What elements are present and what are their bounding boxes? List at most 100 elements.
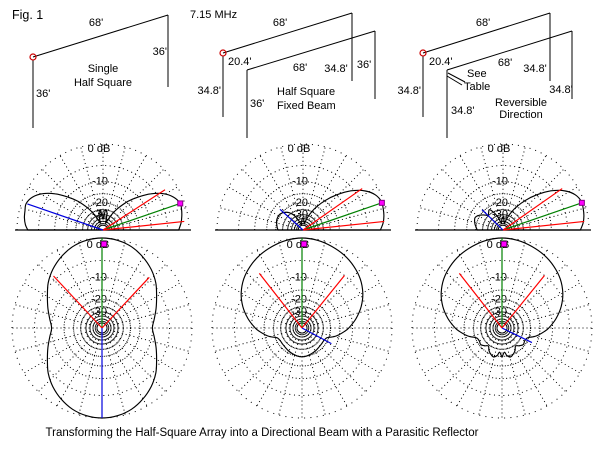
grid-spoke: [259, 155, 302, 227]
elevation-plot-single: 0 dB-10-20-30: [15, 143, 191, 231]
grid-ring: [463, 289, 541, 367]
radiation-pattern: [240, 237, 364, 358]
diagram-title: Direction: [499, 109, 542, 121]
max-cursor-line: [302, 202, 383, 231]
grid-spoke: [106, 328, 190, 352]
secondary-cursor-line: [481, 209, 504, 231]
grid-spoke: [80, 146, 103, 226]
secondary-cursor-line: [27, 203, 104, 231]
scale-zero-label: 0 dB: [488, 143, 511, 155]
scale-ring-label: -30: [292, 209, 308, 221]
figure-caption: Transforming the Half-Square Array into …: [45, 427, 479, 439]
grid-spoke: [456, 331, 501, 407]
diagram-title: Single: [88, 63, 119, 75]
grid-spoke: [59, 155, 102, 227]
grid-spoke: [506, 328, 590, 352]
front-top-wire: [422, 12, 551, 54]
grid-spoke: [504, 264, 566, 326]
grid-ring: [11, 237, 193, 419]
grid-spoke: [241, 168, 301, 228]
dimension-label: 68': [273, 17, 287, 29]
cursor-marker-icon: [301, 241, 307, 247]
elevation-plot-fixed-beam: 0 dB -10 -20-30: [215, 143, 391, 231]
beam-cursor-line: [102, 220, 185, 231]
scale-ring-label: -20: [291, 294, 307, 306]
grid-spoke: [103, 146, 126, 226]
grid-spoke: [214, 304, 298, 328]
beam-cursor-line: [301, 275, 345, 329]
dimension-label: 36': [357, 59, 371, 71]
azimuth-plot-single: 0 dB-10-20-30: [11, 237, 193, 419]
dimension-label: 68': [89, 17, 103, 29]
grid-ring: [487, 214, 519, 231]
beam-cursor-line: [502, 220, 585, 231]
max-cursor-line: [502, 202, 583, 231]
antenna-diagram-single: 68' 36' 36' Single Half Square: [29, 14, 169, 128]
beam-cursor-line: [53, 275, 103, 329]
radiation-pattern: [23, 192, 183, 231]
dimension-label: 34.8': [523, 63, 547, 75]
dimension-label: 68': [293, 62, 307, 74]
grid-ring: [266, 193, 340, 231]
callout-label: Table: [464, 81, 490, 93]
scale-ring-label: -10: [492, 176, 508, 188]
grid-ring: [34, 260, 170, 396]
dimension-label: 34.8': [197, 85, 221, 97]
scale-ring-label: -20: [91, 294, 107, 306]
dimension-label: 34.8': [397, 85, 421, 97]
grid-spoke: [278, 332, 302, 416]
antenna-diagram-fixed-beam: 68' 20.4' 68' 34.8' 36' 34.8' 36' Half S…: [197, 12, 376, 138]
grid-spoke: [104, 155, 147, 227]
grid-spoke: [14, 328, 98, 352]
grid-ring: [434, 260, 570, 396]
grid-spoke: [304, 155, 347, 227]
azimuth-plot-reversible: 0 dB-10-20-30: [411, 237, 593, 419]
rear-top-wire: [446, 30, 573, 71]
secondary-cursor-line: [501, 327, 533, 344]
dimension-label: 34.8': [324, 63, 348, 75]
grid-spoke: [428, 186, 500, 229]
front-top-wire: [222, 12, 353, 54]
grid-spoke: [238, 264, 300, 326]
diagram-title: Reversible: [495, 97, 547, 109]
grid-spoke: [503, 146, 526, 226]
grid-spoke: [507, 207, 587, 230]
dimension-label: 36': [36, 88, 50, 100]
grid-ring: [475, 202, 531, 231]
dimension-label: 36': [250, 98, 264, 110]
beam-cursor-line: [102, 189, 166, 231]
grid-spoke: [303, 146, 326, 226]
dimension-label: 20.4': [429, 56, 453, 68]
antenna-diagrams: Fig. 1 7.15 MHz 68' 36' 36' Single Half …: [12, 8, 573, 138]
elevation-plot-reversible: 0 dB -10 -20-30: [415, 143, 591, 231]
antenna-diagram-reversible: 68' 20.4' 68' 34.8' 34.8' 34.8' 34.8' Se…: [397, 12, 573, 138]
scale-ring-label: -20: [492, 197, 508, 209]
grid-spoke: [419, 207, 499, 230]
cursor-marker-icon: [101, 241, 107, 247]
scale-ring-label: -30: [291, 306, 307, 318]
callout-arrow-icon: [446, 75, 463, 86]
grid-ring: [63, 289, 141, 367]
beam-cursor-line: [101, 276, 150, 329]
dimension-label: 20.4': [228, 56, 252, 68]
grid-spoke: [503, 249, 548, 325]
grid-spoke: [106, 304, 190, 328]
grid-spoke: [504, 330, 566, 392]
scale-zero-label: 0 dB: [288, 143, 311, 155]
grid-spoke: [302, 332, 326, 416]
beam-cursor-line: [302, 188, 363, 231]
scale-ring-label: -10: [291, 271, 307, 283]
diagram-title: Half Square: [277, 86, 335, 98]
max-cursor-line: [102, 202, 181, 231]
grid-spoke: [228, 186, 300, 229]
grid-ring: [466, 193, 540, 231]
grid-spoke: [305, 168, 365, 228]
callout-arrow-icon: [447, 72, 466, 83]
scale-ring-label: -10: [292, 176, 308, 188]
grid-spoke: [238, 330, 300, 392]
radiation-pattern: [440, 237, 564, 358]
grid-spoke: [480, 146, 503, 226]
grid-spoke: [414, 328, 498, 352]
secondary-cursor-line: [301, 327, 332, 345]
